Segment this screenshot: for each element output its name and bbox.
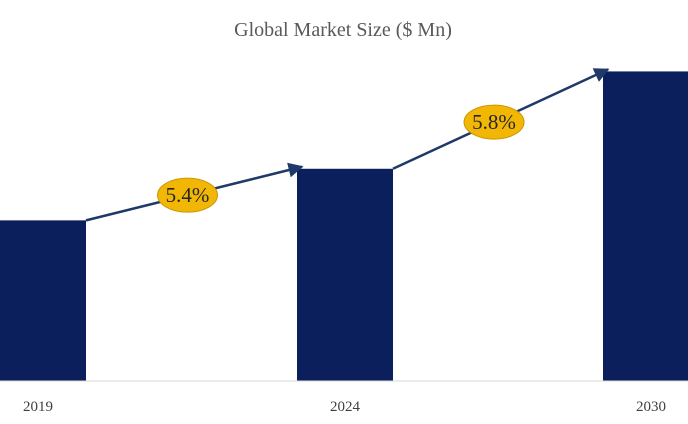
cagr-labels: 5.4% 5.8% <box>157 104 525 213</box>
x-tick-2030: 2030 <box>636 399 666 415</box>
cagr-badge-1 <box>157 177 219 213</box>
cagr-label-2: 5.8% <box>472 110 516 134</box>
x-tick-2019: 2019 <box>23 399 53 415</box>
cagr-label-1: 5.4% <box>166 183 210 207</box>
bars-layer <box>0 71 688 381</box>
chart-title: Global Market Size ($ Mn) <box>234 19 452 41</box>
x-tick-2024: 2024 <box>330 399 361 415</box>
bar-2019 <box>0 220 86 381</box>
cagr-badge-2 <box>463 104 525 140</box>
bar-2030 <box>603 71 688 381</box>
x-tick-labels: 2019 2024 2030 <box>23 399 666 415</box>
bar-2024 <box>297 168 393 381</box>
